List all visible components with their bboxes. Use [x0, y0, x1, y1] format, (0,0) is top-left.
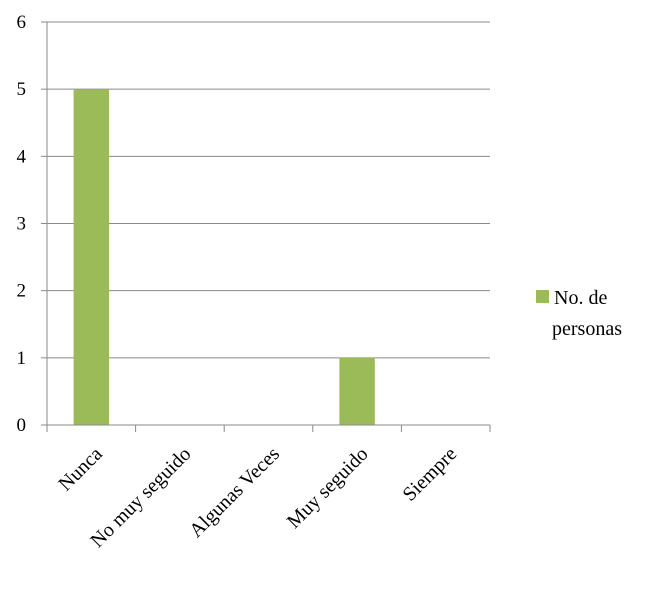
legend-label-line-2: personas [552, 318, 622, 340]
y-tick-label: 2 [17, 281, 27, 302]
bar [339, 357, 375, 425]
y-tick-label: 4 [17, 146, 27, 167]
legend-label-line-1: No. de [554, 287, 607, 309]
y-tick-label: 5 [17, 79, 27, 100]
x-tick-label: Nunca [54, 443, 107, 496]
x-tick-label: Siempre [399, 443, 462, 506]
y-tick-label: 6 [17, 12, 27, 33]
y-tick-label: 3 [17, 214, 27, 235]
y-tick-label: 1 [17, 348, 27, 369]
gridlines [47, 21, 490, 359]
legend: No. de personas [536, 287, 622, 340]
axes [41, 21, 491, 432]
x-tick-label: Algunas Veces [185, 443, 284, 542]
y-tick-label: 0 [17, 415, 27, 436]
bar [73, 89, 110, 426]
x-tick-label: Muy seguido [283, 443, 373, 533]
bars [73, 89, 375, 426]
y-tick-labels: 0 1 2 3 4 5 6 [17, 12, 27, 436]
legend-swatch [536, 290, 549, 303]
